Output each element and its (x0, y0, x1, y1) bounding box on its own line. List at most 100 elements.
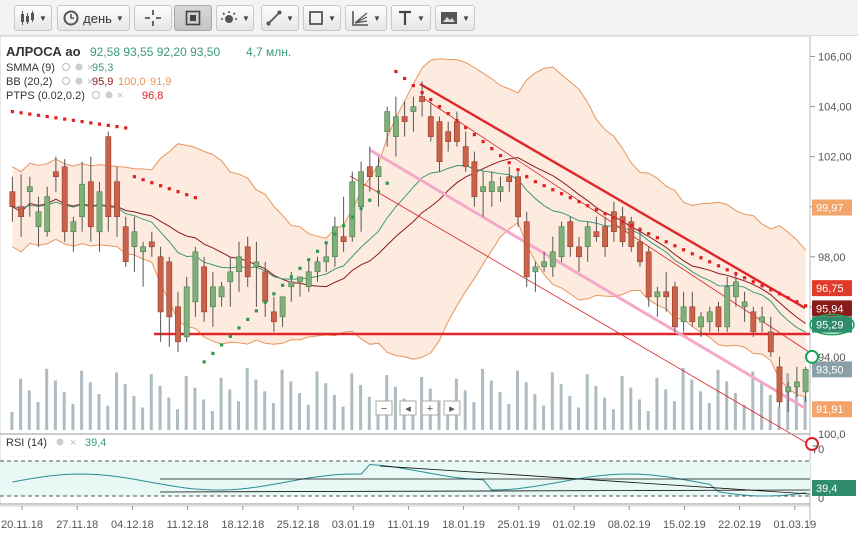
candle-up (305, 271, 312, 288)
sar-dot (167, 187, 171, 191)
volume-bar (88, 382, 92, 430)
volume-bar (27, 390, 31, 430)
candle-down (593, 231, 600, 237)
sar-dot (690, 252, 694, 256)
frame-button[interactable] (174, 5, 212, 31)
volume-bar (681, 367, 685, 430)
period-button[interactable]: день ▼ (57, 5, 130, 31)
sar-dot (289, 275, 293, 279)
candle-up (549, 251, 556, 268)
chart-type-button[interactable]: ▼ (14, 5, 52, 31)
candle-down (523, 221, 530, 278)
volume-bar (298, 393, 301, 430)
rsi-label: RSI (14) (6, 437, 47, 449)
sar-dot (394, 69, 398, 74)
sar-dot (411, 84, 415, 88)
parabolic-sar (10, 69, 808, 364)
fibonacci-button[interactable]: ▼ (345, 5, 387, 31)
price-tick-label: 102,00 (818, 152, 852, 164)
volume-bar (219, 377, 223, 430)
sar-dot (551, 188, 555, 192)
sar-dot (80, 120, 84, 124)
smma-line (12, 164, 806, 333)
sar-dot (577, 200, 581, 204)
candle-down (715, 306, 722, 328)
volume-bar (577, 407, 580, 430)
price-tick-label: 106,00 (818, 52, 852, 64)
volume-bar (516, 370, 519, 430)
volume-bar (393, 386, 397, 430)
price-chart[interactable]: АЛРОСА ао 92,58 93,55 92,20 93,50 4,7 млн.… (0, 36, 858, 544)
volume-bar (123, 384, 127, 430)
rsi-value: 39,4 (85, 437, 106, 449)
candle-down (689, 306, 696, 323)
toolbar: ▼ день ▼ ▼ ▼ ▼ ▼ ▼ (0, 0, 858, 36)
sar-dot (507, 161, 511, 165)
date-tick-label: 18.12.18 (221, 519, 264, 531)
zoom-button[interactable] (375, 400, 393, 416)
sar-dot (10, 110, 14, 114)
sar-dot (403, 76, 407, 81)
candle-down (750, 311, 757, 333)
candle-down (262, 271, 269, 303)
indicators-button[interactable]: ▼ (216, 5, 254, 31)
candle-up (70, 221, 77, 232)
volume-bar (254, 379, 258, 430)
image-icon (441, 12, 458, 24)
sar-dot (254, 309, 258, 313)
sar-dot (586, 204, 590, 208)
candle-down (18, 206, 24, 217)
rsi-line (12, 463, 806, 497)
date-tick-label: 20.11.18 (1, 519, 43, 531)
candle-up (741, 301, 748, 308)
volume-bar (768, 394, 772, 430)
legend: АЛРОСА ао 92,58 93,55 92,20 93,50 4,7 млн.… (6, 44, 291, 102)
candle-up (785, 386, 792, 393)
candle-down (776, 366, 783, 403)
shape-button[interactable]: ▼ (303, 5, 341, 31)
fibonacci-icon (352, 11, 369, 26)
volume-bar (71, 403, 75, 430)
candle-up (706, 311, 713, 323)
crosshair-button[interactable] (134, 5, 172, 31)
sar-dot (603, 212, 607, 216)
volume-bar (210, 411, 214, 430)
image-tool-button[interactable]: ▼ (435, 5, 475, 31)
zoom-button[interactable] (443, 400, 461, 416)
candle-down (52, 171, 59, 177)
volume-bar (733, 393, 737, 430)
rsi-trend-2 (159, 489, 811, 493)
sar-dot (106, 123, 110, 127)
zoom-button[interactable] (399, 400, 417, 416)
volume-bar (19, 378, 23, 430)
candle-down (602, 226, 608, 247)
resistance-trendline (419, 82, 806, 310)
chevron-down-icon: ▼ (242, 13, 250, 23)
sar-dot (176, 190, 180, 194)
text-tool-button[interactable]: ▼ (391, 5, 431, 31)
volume-bar (280, 369, 284, 430)
sar-dot (682, 248, 686, 252)
date-tick-label: 01.02.19 (553, 519, 596, 531)
volume-bar (193, 387, 197, 430)
sar-dot (629, 224, 633, 228)
sar-dot (725, 268, 729, 272)
candle-down (671, 286, 678, 328)
candle-up (183, 286, 190, 338)
candle-up (497, 186, 504, 192)
sar-dot (141, 178, 145, 182)
volume-bar (794, 385, 798, 430)
sar-dot (560, 192, 564, 196)
ticker-name: АЛРОСА ао (6, 44, 81, 59)
candle-down (576, 246, 582, 258)
volume-bar (751, 371, 755, 430)
candle-up (210, 286, 216, 308)
channel-lower-line (349, 175, 813, 447)
draw-line-button[interactable]: ▼ (261, 5, 299, 31)
frame-icon (185, 10, 201, 26)
sar-dot (359, 207, 363, 211)
volume-bar (202, 399, 206, 430)
volume-bar (141, 407, 145, 430)
zoom-button[interactable] (421, 400, 439, 416)
candle-up (480, 186, 486, 192)
